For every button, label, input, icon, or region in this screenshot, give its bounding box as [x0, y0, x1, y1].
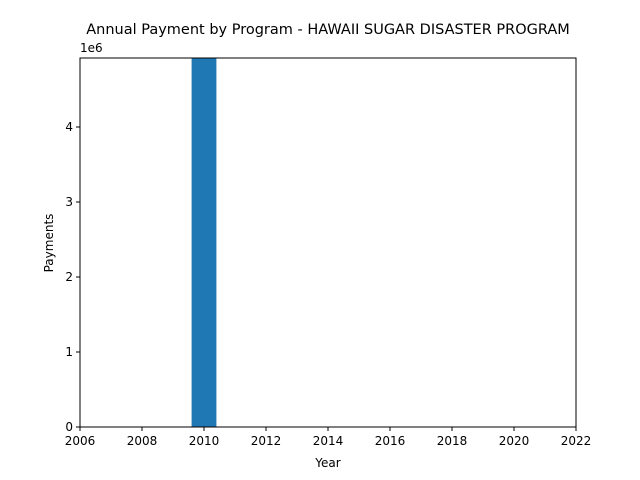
- x-tick-label: 2012: [251, 434, 282, 448]
- y-tick-label: 0: [65, 420, 73, 434]
- x-tick-label: 2006: [65, 434, 96, 448]
- y-tick-label: 2: [65, 270, 73, 284]
- x-tick-label: 2016: [375, 434, 406, 448]
- x-tick-label: 2010: [189, 434, 220, 448]
- x-tick-label: 2018: [437, 434, 468, 448]
- x-tick-label: 2022: [561, 434, 592, 448]
- x-tick-label: 2020: [499, 434, 530, 448]
- x-tick-label: 2008: [127, 434, 158, 448]
- chart-title: Annual Payment by Program - HAWAII SUGAR…: [86, 22, 570, 38]
- y-tick-label: 3: [65, 195, 73, 209]
- y-axis-ticks: 0 1 2 3 4: [65, 120, 80, 434]
- x-tick-label: 2014: [313, 434, 344, 448]
- plot-frame: [79, 57, 577, 428]
- plot-area: [191, 58, 217, 427]
- x-axis-ticks: 2006 2008 2010 2012 2014 2016 2018 2020 2022: [65, 427, 592, 448]
- bar-2010: [191, 58, 217, 427]
- x-axis-label: Year: [314, 456, 340, 470]
- y-tick-label: 4: [65, 120, 73, 134]
- y-tick-label: 1: [65, 345, 73, 359]
- y-offset-label: 1e6: [80, 41, 103, 55]
- y-axis-label: Payments: [42, 214, 56, 273]
